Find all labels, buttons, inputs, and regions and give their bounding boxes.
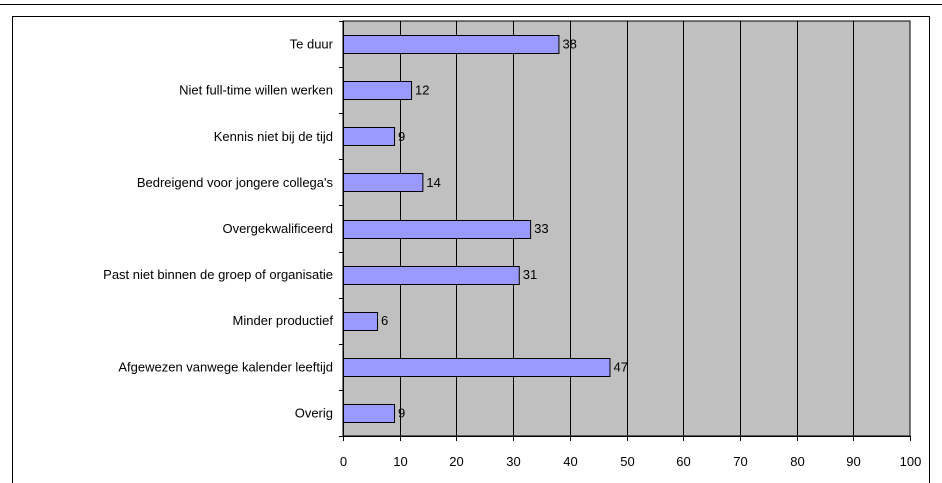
x-tick-label: 0 <box>340 454 347 469</box>
y-tick-label: Niet full-time willen werken <box>179 83 333 98</box>
y-tick-label: Kennis niet bij de tijd <box>214 129 333 144</box>
data-label: 6 <box>381 313 388 328</box>
bar <box>344 221 531 239</box>
y-axis: Te duur Niet full-time willen werken Kenni… <box>103 21 343 437</box>
data-label: 47 <box>613 359 627 374</box>
x-tick-label: 30 <box>506 454 520 469</box>
x-tick-label: 40 <box>563 454 577 469</box>
y-tick-label: Bedreigend voor jongere collega's <box>137 175 334 190</box>
y-tick-label: Minder productief <box>233 313 334 328</box>
bar <box>344 313 378 331</box>
y-tick-label: Afgewezen vanwege kalender leeftijd <box>118 359 333 374</box>
x-tick-label: 100 <box>900 454 922 469</box>
data-label: 38 <box>562 37 576 52</box>
data-label: 9 <box>398 129 405 144</box>
bar <box>344 36 559 54</box>
x-tick-label: 60 <box>676 454 690 469</box>
data-label: 33 <box>534 221 548 236</box>
bar <box>344 405 395 423</box>
x-tick-label: 90 <box>846 454 860 469</box>
x-tick-label: 70 <box>733 454 747 469</box>
bar <box>344 128 395 146</box>
data-label: 31 <box>523 267 537 282</box>
bar <box>344 174 423 192</box>
bar <box>344 267 520 285</box>
x-tick-label: 50 <box>620 454 634 469</box>
x-tick-label: 80 <box>790 454 804 469</box>
x-tick-label: 20 <box>449 454 463 469</box>
bar <box>344 359 610 377</box>
x-tick-label: 10 <box>393 454 407 469</box>
y-tick-label: Overgekwalificeerd <box>222 221 333 236</box>
bar <box>344 82 412 100</box>
data-label: 9 <box>398 405 405 420</box>
y-tick-label: Past niet binnen de groep of organisatie <box>103 267 333 282</box>
data-label: 14 <box>426 175 440 190</box>
y-tick-label: Te duur <box>290 37 334 52</box>
y-tick-label: Overig <box>295 405 333 420</box>
x-axis: 0 10 20 30 40 50 60 70 80 90 100 <box>340 436 921 469</box>
data-label: 12 <box>415 83 429 98</box>
